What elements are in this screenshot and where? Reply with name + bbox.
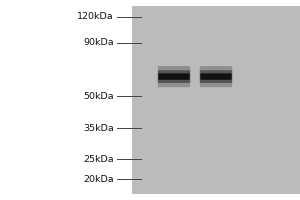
FancyBboxPatch shape — [158, 66, 190, 87]
Text: 25kDa: 25kDa — [83, 155, 114, 164]
FancyBboxPatch shape — [200, 70, 232, 83]
Text: 90kDa: 90kDa — [83, 38, 114, 47]
FancyBboxPatch shape — [200, 66, 232, 87]
FancyBboxPatch shape — [200, 73, 232, 80]
Text: 50kDa: 50kDa — [83, 92, 114, 101]
FancyBboxPatch shape — [158, 70, 190, 83]
Text: 35kDa: 35kDa — [83, 124, 114, 133]
Text: 120kDa: 120kDa — [77, 12, 114, 21]
Bar — [132, 6, 300, 194]
Text: 20kDa: 20kDa — [83, 175, 114, 184]
FancyBboxPatch shape — [158, 73, 190, 80]
